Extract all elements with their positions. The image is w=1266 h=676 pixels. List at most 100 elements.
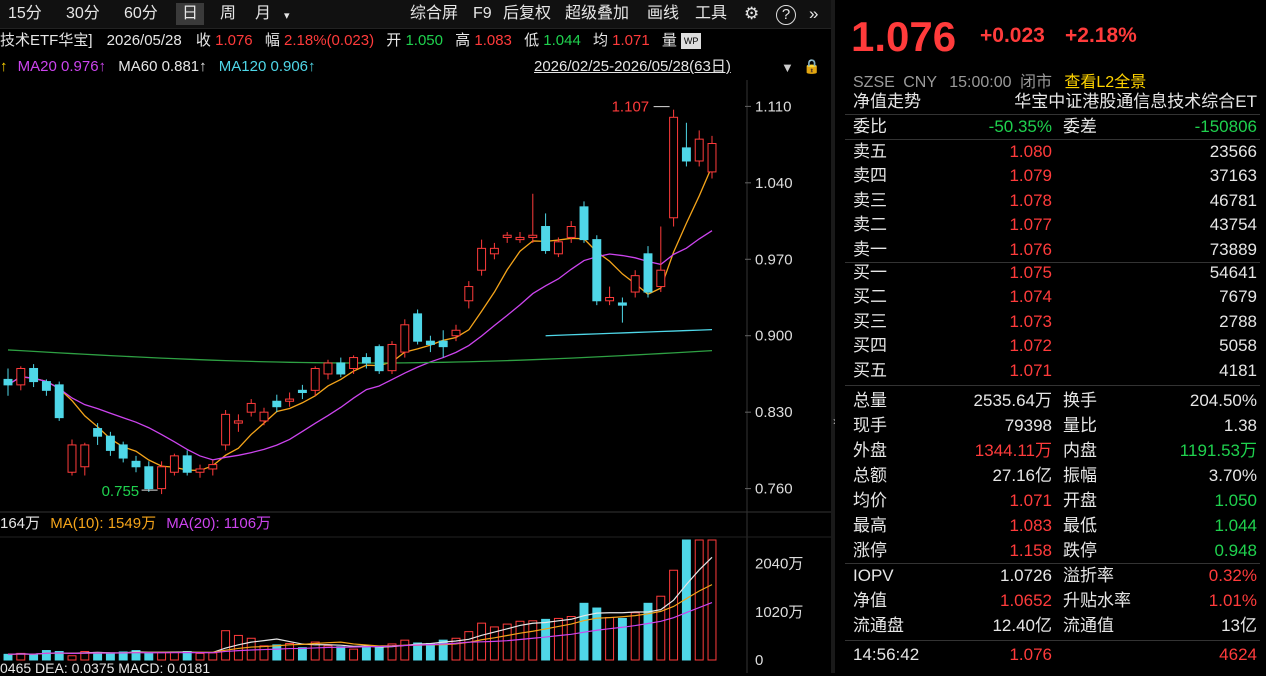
volume-bar (694, 539, 704, 661)
open-label: 开 (386, 32, 402, 49)
ask-level-label: 卖一 (853, 239, 887, 259)
ask-volume: 43754 (1209, 215, 1257, 235)
candle-body (515, 236, 525, 241)
candle-body (221, 413, 231, 446)
period-week[interactable]: 周 (220, 5, 237, 22)
tool-tools[interactable]: 工具 (695, 5, 728, 22)
panel-divider[interactable] (831, 0, 835, 673)
period-60min[interactable]: 60分 (124, 5, 158, 22)
open-value: 1.050 (405, 32, 443, 49)
volume-bar (707, 539, 717, 661)
tool-draw[interactable]: 画线 (647, 5, 680, 22)
candle-body (592, 239, 602, 302)
l2-link[interactable]: 查看L2全景 (1064, 74, 1147, 91)
candle-body (80, 444, 90, 468)
bid-volume: 2788 (1219, 311, 1257, 331)
fund-stat-row: 净值 1.0652 升贴水率 1.01% (853, 589, 1257, 613)
wp-icon[interactable]: WP (681, 33, 702, 50)
candle-body (489, 247, 499, 255)
volume-bar (131, 650, 141, 661)
double-chevron-right-icon[interactable]: » (809, 4, 819, 23)
volume-ma20-line (7, 602, 713, 655)
volume-bar (374, 646, 384, 661)
fund-stat-label: IOPV (853, 566, 894, 585)
fund-stat-label: 流通值 (1063, 616, 1114, 635)
triangle-down-icon[interactable]: ▾ (284, 10, 290, 22)
ask-price: 1.079 (1009, 166, 1052, 186)
volume-value: 164万 (0, 515, 41, 532)
bid-volume: 7679 (1219, 287, 1257, 307)
volume-bar (221, 630, 231, 661)
stat-value: 1.050 (1214, 491, 1257, 510)
tool-overview-screen[interactable]: 综合屏 (410, 5, 459, 22)
nav-trend-link[interactable]: 净值走势 (853, 92, 921, 111)
bid-price: 1.074 (1009, 287, 1052, 307)
candle-body (643, 253, 653, 293)
ma120-value: MA120 0.906↑ (218, 58, 316, 75)
ask-level-label: 卖三 (853, 190, 887, 210)
fund-stat-label: 净值 (853, 591, 887, 610)
kline-chart-svg: 1.110 1.040 0.970 0.900 0.830 0.760 1.107 0.755… (0, 80, 831, 673)
volume-bar (400, 639, 410, 661)
quote-time: 15:00:00 (949, 74, 1012, 91)
tool-adjust[interactable]: 后复权 (503, 5, 552, 22)
volume-label: 量 (661, 32, 677, 49)
order-ratio-row: 委比 -50.35% 委差 -150806 (853, 115, 1257, 139)
volume-bar (464, 631, 474, 661)
period-day[interactable]: 日 (176, 3, 205, 25)
order-ratio-value: -50.35% (988, 117, 1052, 136)
volume-bar (669, 569, 679, 661)
stat-value: 1.158 (1009, 541, 1052, 560)
volume-bar (157, 651, 167, 661)
candle-body (144, 466, 154, 490)
avg-label: 均 (592, 32, 608, 49)
period-month[interactable]: 月 (255, 5, 272, 22)
volume-bar (349, 648, 359, 661)
candle-body (566, 226, 576, 238)
triangle-down-icon[interactable]: ▼ (781, 60, 794, 75)
fund-stat-label: 流通盘 (853, 616, 904, 635)
max-price-label: 1.107 (612, 99, 650, 116)
candle-body (323, 362, 333, 375)
volume-bar (425, 642, 435, 661)
divider (845, 262, 1260, 263)
tick-price: 1.076 (1009, 645, 1052, 664)
chart-area[interactable]: 15分 30分 60分 日 周 月 ▾ 综合屏 F9 后复权 超级叠加 画线 工… (0, 0, 831, 676)
y-tick-label: 0.760 (755, 481, 793, 498)
stat-row: 总额 27.16亿 振幅 3.70% (853, 464, 1257, 488)
ask-price: 1.076 (1009, 239, 1052, 259)
fund-stat-value: 13亿 (1221, 616, 1257, 635)
market-status-line: SZSE CNY 15:00:00 闭市 查看L2全景 (853, 68, 1146, 92)
period-15min[interactable]: 15分 (8, 5, 42, 22)
volume-bar (502, 623, 512, 661)
macd-info-line: 0465 DEA: 0.0375 MACD: 0.0181 (0, 660, 211, 676)
candle-body (656, 269, 666, 288)
stat-value: 1.044 (1214, 516, 1257, 535)
close-value: 1.076 (215, 32, 253, 49)
candle-body (630, 275, 640, 293)
tool-overlay[interactable]: 超级叠加 (565, 5, 630, 22)
candle-body (118, 444, 128, 459)
candle-body (400, 324, 410, 353)
tool-f9[interactable]: F9 (473, 5, 492, 22)
volume-bar (361, 645, 371, 661)
fund-stat-value: 0.32% (1208, 566, 1257, 585)
volume-bar (208, 652, 218, 661)
help-icon[interactable]: ? (776, 5, 796, 25)
candle-body (67, 444, 77, 473)
candle-body (502, 234, 512, 238)
candle-body (336, 362, 346, 375)
stat-row: 总量 2535.64万 换手 204.50% (853, 389, 1257, 413)
candle-body (617, 302, 627, 306)
volume-bar (541, 618, 551, 661)
date-range[interactable]: 2026/02/25-2026/05/28(63日) (534, 58, 731, 75)
candle-body (579, 206, 589, 241)
period-30min[interactable]: 30分 (66, 5, 100, 22)
bid-row: 买三 1.073 2788 (853, 310, 1257, 334)
candle-body (669, 116, 679, 219)
gear-icon[interactable]: ⚙ (744, 4, 760, 23)
volume-bar (617, 617, 627, 661)
volume-tick-label: 1020万 (755, 604, 803, 621)
lock-icon[interactable]: 🔒 (803, 58, 821, 74)
volume-bar (259, 645, 269, 661)
